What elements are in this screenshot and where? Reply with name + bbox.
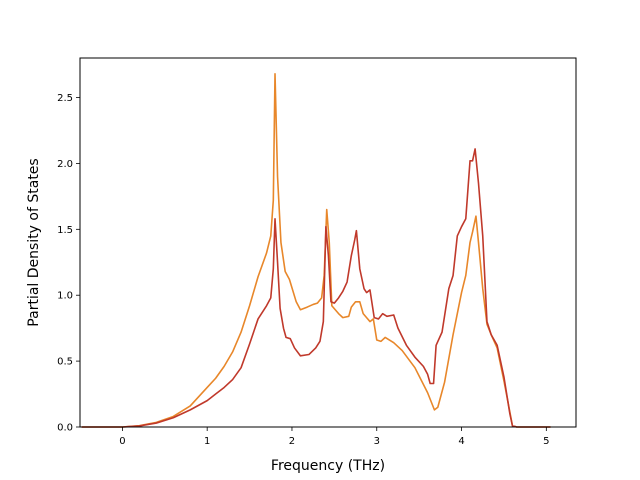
y-tick-label: 0.0: [57, 423, 73, 434]
series-line-1: [81, 73, 551, 428]
x-tick-label: 3: [374, 436, 380, 447]
x-tick-label: 1: [204, 436, 210, 447]
y-tick-label: 1.5: [57, 225, 73, 236]
x-axis: 0 1 2 3 4 5: [119, 427, 550, 447]
y-tick-label: 2.0: [57, 159, 73, 170]
plot-frame: [79, 57, 577, 428]
x-tick-label: 0: [119, 436, 125, 447]
y-axis: 0.0 0.5 1.0 1.5 2.0 2.5: [57, 93, 80, 434]
y-tick-label: 2.5: [57, 93, 73, 104]
y-axis-label: Partial Density of States: [26, 158, 42, 326]
x-tick-label: 2: [289, 436, 295, 447]
series-layer: [81, 73, 551, 428]
y-tick-label: 1.0: [57, 291, 73, 302]
x-tick-label: 5: [543, 436, 549, 447]
x-axis-label: Frequency (THz): [271, 458, 385, 474]
series-line-2: [81, 148, 551, 428]
x-tick-label: 4: [458, 436, 464, 447]
y-tick-label: 0.5: [57, 357, 73, 368]
